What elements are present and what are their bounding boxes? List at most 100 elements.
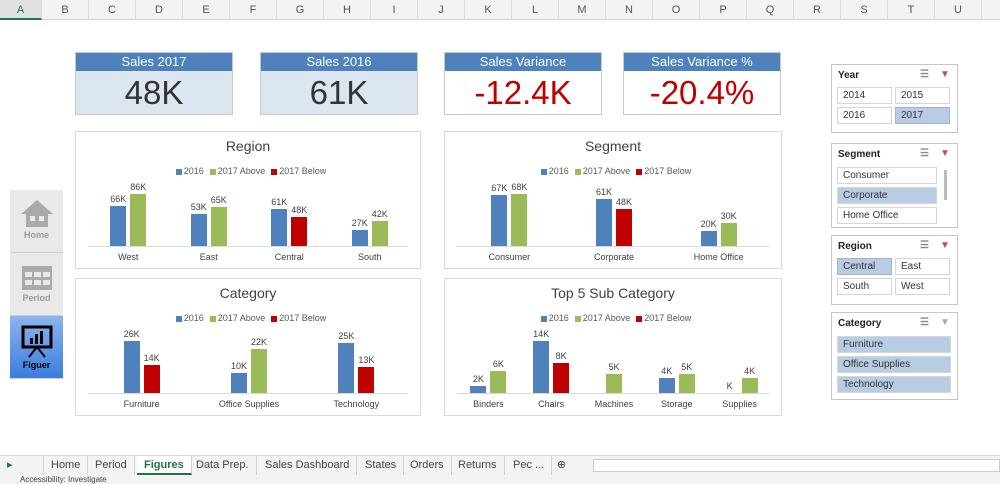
bar-2016: [700, 230, 717, 246]
sheet-tab-figures[interactable]: Figures: [137, 456, 192, 475]
slicer-item-central[interactable]: Central: [837, 258, 892, 275]
bar-2017-above: [720, 223, 737, 246]
slicer-year-title: Year: [838, 70, 860, 81]
multi-select-icon[interactable]: ☰: [920, 148, 929, 159]
nav-figures-button[interactable]: Figuer: [10, 316, 63, 379]
bar-2016: [351, 229, 368, 246]
multi-select-icon[interactable]: ☰: [920, 240, 929, 251]
column-header-s[interactable]: S: [841, 0, 888, 20]
data-label: 65K: [210, 194, 227, 205]
column-header-o[interactable]: O: [653, 0, 700, 20]
nav-home-button[interactable]: Home: [10, 190, 63, 253]
slicer-segment-title: Segment: [838, 149, 881, 160]
column-header-a[interactable]: A: [0, 0, 42, 20]
slicer-item-west[interactable]: West: [895, 278, 950, 295]
column-header-n[interactable]: N: [606, 0, 653, 20]
column-header-m[interactable]: M: [559, 0, 606, 20]
sheet-tab-data-prep-[interactable]: Data Prep.: [189, 456, 257, 475]
scroll-tabs-right-icon[interactable]: ▸: [0, 456, 44, 475]
slicer-item-2017[interactable]: 2017: [895, 107, 950, 124]
slicer-item-south[interactable]: South: [837, 278, 892, 295]
clear-filter-icon[interactable]: ▼: [940, 317, 950, 328]
slicer-scrollbar[interactable]: [944, 170, 947, 200]
sheet-tab-period[interactable]: Period: [88, 456, 135, 475]
sheet-tab-orders[interactable]: Orders: [403, 456, 452, 475]
column-header-q[interactable]: Q: [747, 0, 794, 20]
column-header-f[interactable]: F: [230, 0, 277, 20]
column-header-g[interactable]: G: [277, 0, 324, 20]
legend-label: 2017 Above: [217, 166, 266, 176]
kpi-label: Sales 2016: [261, 53, 417, 71]
bar-2016: [123, 341, 140, 393]
bar-2016: [190, 213, 207, 246]
x-axis-line: [457, 246, 769, 247]
column-header-e[interactable]: E: [183, 0, 230, 20]
slicer-item-2016[interactable]: 2016: [837, 107, 892, 124]
accessibility-status[interactable]: Accessibility: Investigate: [20, 475, 107, 484]
slicer-item-home-office[interactable]: Home Office: [837, 207, 937, 224]
nav-period-button[interactable]: Period: [10, 253, 63, 316]
slicer-item-2014[interactable]: 2014: [837, 87, 892, 104]
sheet-tab-home[interactable]: Home: [44, 456, 89, 475]
slicer-item-east[interactable]: East: [895, 258, 950, 275]
column-header-d[interactable]: D: [136, 0, 183, 20]
horizontal-scrollbar[interactable]: [593, 459, 1000, 472]
clear-filter-icon[interactable]: ▼: [940, 240, 950, 251]
sheet-tab-sales-dashboard[interactable]: Sales Dashboard: [258, 456, 358, 475]
kpi-label: Sales 2017: [76, 53, 232, 71]
chart-title: Category: [219, 285, 277, 301]
multi-select-icon[interactable]: ☰: [920, 317, 929, 328]
bar-2017-above: [251, 349, 267, 393]
data-label: 25K: [338, 331, 355, 341]
x-axis-label: East: [199, 252, 218, 262]
column-header-j[interactable]: J: [418, 0, 465, 20]
column-header-l[interactable]: L: [512, 0, 559, 20]
slicer-item-furniture[interactable]: Furniture: [837, 336, 951, 353]
chart-top-5-sub-category: Top 5 Sub Category 2016 2017 Above 2017 Bel…: [444, 278, 782, 416]
data-label: 6K: [492, 358, 504, 369]
column-header-b[interactable]: B: [42, 0, 89, 20]
legend-label: 2016: [548, 166, 569, 176]
slicer-item-corporate[interactable]: Corporate: [837, 187, 937, 204]
column-header-c[interactable]: C: [89, 0, 136, 20]
add-sheet-icon[interactable]: ⊕: [557, 459, 567, 471]
data-label: 14K: [143, 353, 160, 363]
nav-figures-label: Figuer: [22, 360, 51, 370]
column-header-u[interactable]: U: [935, 0, 982, 20]
bar-2017-below: [143, 365, 160, 393]
legend-swatch: [636, 168, 643, 175]
slicer-item-technology[interactable]: Technology: [837, 376, 951, 393]
column-header-i[interactable]: I: [371, 0, 418, 20]
clear-filter-icon[interactable]: ▼: [940, 69, 950, 80]
multi-select-icon[interactable]: ☰: [920, 69, 929, 80]
clear-filter-icon[interactable]: ▼: [940, 148, 950, 159]
column-header-p[interactable]: P: [700, 0, 747, 20]
presentation-chart-icon: [21, 325, 52, 358]
column-header-k[interactable]: K: [465, 0, 512, 20]
slicer-item-office-supplies[interactable]: Office Supplies: [837, 356, 951, 373]
chart-legend: 2016 2017 Above 2017 Below: [445, 166, 781, 176]
chart-legend: 2016 2017 Above 2017 Below: [76, 313, 420, 323]
bar-2017-above: [371, 220, 388, 246]
kpi-value: -12.4K: [474, 74, 572, 111]
sheet-tab-returns[interactable]: Returns: [451, 456, 505, 475]
sheet-tab-pec-[interactable]: Pec ...: [506, 456, 553, 475]
legend-swatch: [540, 315, 547, 322]
column-header-h[interactable]: H: [324, 0, 371, 20]
slicer-item-consumer[interactable]: Consumer: [837, 167, 937, 184]
slicer-item-2015[interactable]: 2015: [895, 87, 950, 104]
bar-2016: [271, 209, 288, 246]
legend-label: 2017 Below: [279, 313, 327, 323]
kpi-card: Sales 2016 61K: [260, 52, 418, 115]
column-header-t[interactable]: T: [888, 0, 935, 20]
bar-2017-above: [678, 374, 695, 393]
kpi-label: Sales Variance: [445, 53, 601, 71]
sheet-tab-states[interactable]: States: [358, 456, 405, 475]
status-bar: Accessibility: Investigate: [0, 475, 1000, 484]
sheet-tab-bar: ▸ Home Period Figures Data Prep. Sales Dashb…: [0, 455, 1000, 475]
data-label: 48K: [291, 204, 308, 215]
legend-label: 2017 Above: [582, 313, 631, 323]
column-header-r[interactable]: R: [794, 0, 841, 20]
bar-2016: [491, 194, 508, 246]
